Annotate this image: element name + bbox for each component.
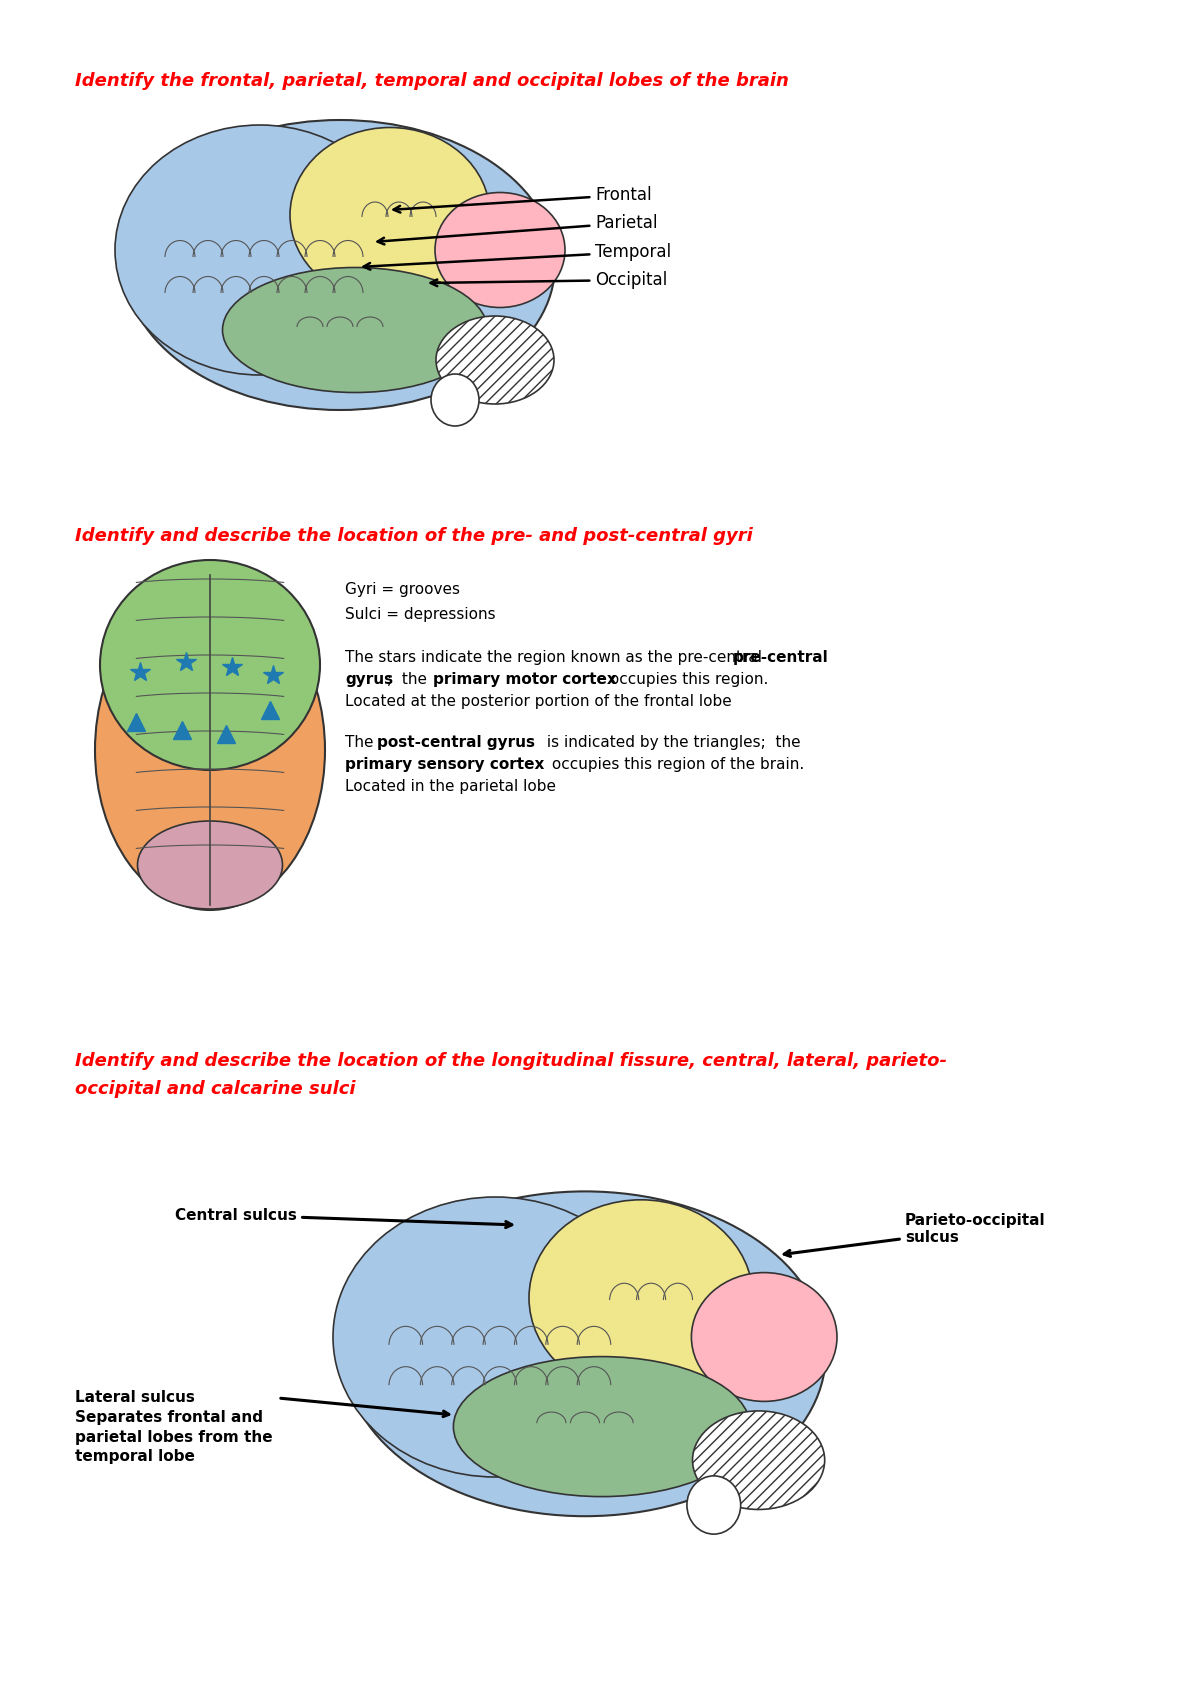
Text: occipital and calcarine sulci: occipital and calcarine sulci [74,1080,355,1099]
Ellipse shape [125,121,554,409]
Ellipse shape [431,374,479,426]
Text: Sulci = depressions: Sulci = depressions [346,606,496,621]
Ellipse shape [529,1200,754,1396]
Text: Identify and describe the location of the pre- and post-central gyri: Identify and describe the location of th… [74,526,752,545]
Text: Parieto-occipital
sulcus: Parieto-occipital sulcus [784,1212,1045,1257]
Ellipse shape [454,1357,750,1496]
Text: Parietal: Parietal [378,214,658,245]
Text: primary motor cortex: primary motor cortex [433,672,617,688]
Text: ;  the: ; the [386,672,432,688]
Text: Central sulcus: Central sulcus [175,1207,512,1228]
Text: Located at the posterior portion of the frontal lobe: Located at the posterior portion of the … [346,694,732,710]
Text: primary sensory cortex: primary sensory cortex [346,757,545,773]
Text: Temporal: Temporal [364,243,671,270]
Text: Identify the frontal, parietal, temporal and occipital lobes of the brain: Identify the frontal, parietal, temporal… [74,71,788,90]
Text: is indicated by the triangles;  the: is indicated by the triangles; the [542,735,800,751]
Ellipse shape [334,1197,658,1477]
Text: Located in the parietal lobe: Located in the parietal lobe [346,779,556,795]
Text: post-central gyrus: post-central gyrus [377,735,535,751]
Text: Gyri = grooves: Gyri = grooves [346,582,460,598]
Text: Frontal: Frontal [394,187,652,212]
Text: Occipital: Occipital [431,272,667,289]
Ellipse shape [344,1192,826,1516]
Ellipse shape [115,126,406,375]
Text: The stars indicate the region known as the pre-central: The stars indicate the region known as t… [346,650,762,666]
Ellipse shape [436,192,565,307]
Ellipse shape [138,822,282,908]
Ellipse shape [686,1476,740,1533]
Ellipse shape [436,316,554,404]
Text: Lateral sulcus
Separates frontal and
parietal lobes from the
temporal lobe: Lateral sulcus Separates frontal and par… [74,1391,272,1464]
Ellipse shape [100,560,320,769]
Text: occupies this region.: occupies this region. [605,672,768,688]
Text: occupies this region of the brain.: occupies this region of the brain. [547,757,804,773]
Text: gyrus: gyrus [346,672,394,688]
Text: pre-central: pre-central [733,650,829,666]
Ellipse shape [692,1411,824,1510]
Ellipse shape [222,268,487,392]
Ellipse shape [691,1272,838,1401]
Ellipse shape [95,589,325,910]
Ellipse shape [290,127,490,302]
Text: Identify and describe the location of the longitudinal fissure, central, lateral: Identify and describe the location of th… [74,1053,947,1070]
Text: The: The [346,735,378,751]
